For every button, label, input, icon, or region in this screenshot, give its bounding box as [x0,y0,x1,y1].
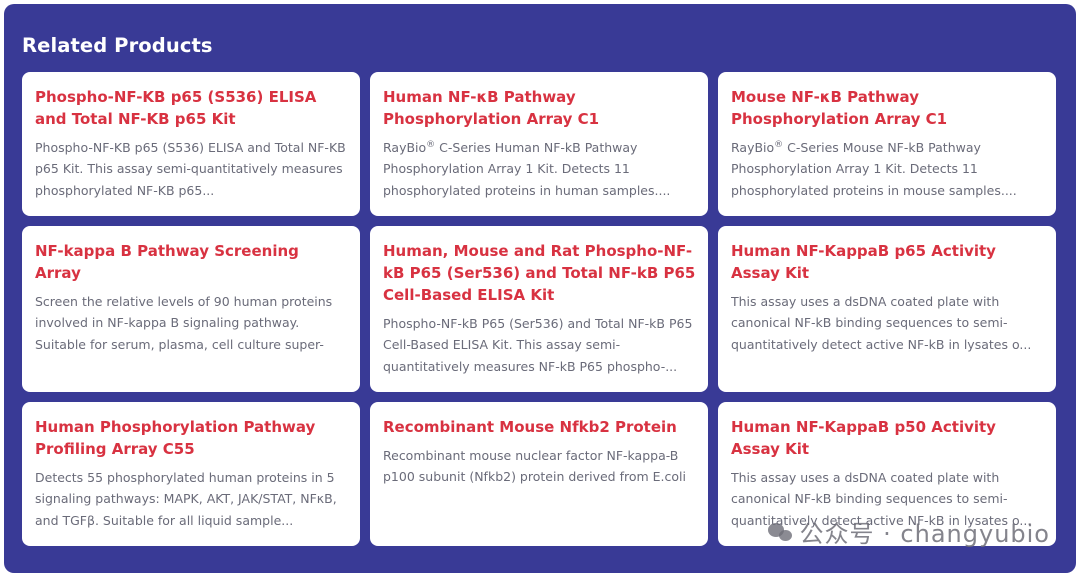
product-description: RayBio® C-Series Mouse NF-kB Pathway Pho… [731,137,1044,201]
product-description: Recombinant mouse nuclear factor NF-kapp… [383,448,686,485]
product-card[interactable]: NF-kappa B Pathway Screening Array Scree… [22,226,360,392]
product-card[interactable]: Human, Mouse and Rat Phospho-NF-kB P65 (… [370,226,708,392]
brand-name: RayBio [731,140,775,155]
product-card[interactable]: Mouse NF-κB Pathway Phosphorylation Arra… [718,72,1056,216]
brand-name: RayBio [383,140,427,155]
related-products-panel: Related Products Phospho-NF-KB p65 (S536… [4,4,1076,573]
product-title[interactable]: Human, Mouse and Rat Phospho-NF-kB P65 (… [383,242,696,304]
product-card[interactable]: Human Phosphorylation Pathway Profiling … [22,402,360,546]
product-title[interactable]: Recombinant Mouse Nfkb2 Protein [383,418,677,436]
description-text: C-Series Mouse NF-kB Pathway Phosphoryla… [731,140,1017,198]
product-card[interactable]: Phospho-NF-KB p65 (S536) ELISA and Total… [22,72,360,216]
product-title[interactable]: Human Phosphorylation Pathway Profiling … [35,418,316,458]
product-title[interactable]: Human NF-KappaB p65 Activity Assay Kit [731,242,996,282]
product-card[interactable]: Recombinant Mouse Nfkb2 Protein Recombin… [370,402,708,546]
product-title[interactable]: Human NF-KappaB p50 Activity Assay Kit [731,418,996,458]
product-title[interactable]: Mouse NF-κB Pathway Phosphorylation Arra… [731,88,948,128]
description-text: C-Series Human NF-kB Pathway Phosphoryla… [383,140,671,198]
product-card[interactable]: Human NF-KappaB p65 Activity Assay Kit T… [718,226,1056,392]
product-description: RayBio® C-Series Human NF-kB Pathway Pho… [383,137,696,201]
product-title[interactable]: NF-kappa B Pathway Screening Array [35,242,299,282]
product-description: This assay uses a dsDNA coated plate wit… [731,470,1032,528]
registered-mark: ® [774,139,784,150]
watermark-text: 公众号 · changyubio [799,520,1050,548]
wechat-icon [767,521,794,543]
watermark: 公众号 · changyubio [767,514,1050,549]
product-card[interactable]: Human NF-κB Pathway Phosphorylation Arra… [370,72,708,216]
registered-mark: ® [426,139,436,150]
product-description: This assay uses a dsDNA coated plate wit… [731,294,1032,352]
product-description: Screen the relative levels of 90 human p… [35,294,333,352]
product-card[interactable]: Human NF-KappaB p50 Activity Assay Kit T… [718,402,1056,546]
product-title[interactable]: Phospho-NF-KB p65 (S536) ELISA and Total… [35,88,317,128]
product-description: Phospho-NF-KB p65 (S536) ELISA and Total… [35,140,346,198]
product-title[interactable]: Human NF-κB Pathway Phosphorylation Arra… [383,88,600,128]
product-description: Phospho-NF-kB P65 (Ser536) and Total NF-… [383,316,693,374]
product-description: Detects 55 phosphorylated human proteins… [35,470,337,528]
section-title: Related Products [22,34,213,57]
